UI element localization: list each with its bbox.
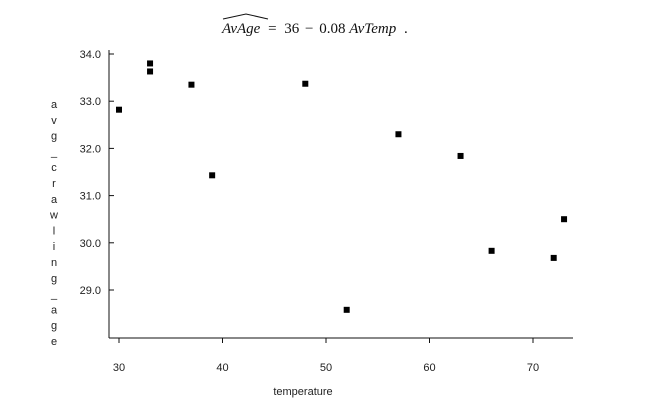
y-axis-title-char: g [51, 131, 57, 143]
y-axis-title-char: i [53, 241, 55, 253]
y-tick-label: 34.0 [80, 49, 101, 61]
x-tick-label: 50 [320, 362, 332, 374]
x-axis-title: temperature [273, 386, 332, 398]
data-point [188, 81, 195, 88]
y-tick-label: 33.0 [80, 96, 101, 108]
x-axis-ticks: 30 40 50 60 70 [113, 338, 539, 374]
data-point [561, 216, 568, 223]
y-axis-title-char: v [51, 115, 57, 127]
x-tick-label: 60 [423, 362, 435, 374]
data-point [116, 106, 122, 113]
title-slope: 0.08 [319, 21, 345, 37]
y-axis-title-char: n [51, 257, 57, 269]
y-axis-title-char: w [49, 210, 58, 222]
data-point [209, 172, 216, 179]
y-axis-title-char: r [52, 178, 56, 190]
x-tick-label: 30 [113, 362, 125, 374]
y-axis-title-char: l [53, 225, 55, 237]
y-axis-title-char: a [51, 194, 58, 206]
y-tick-label: 32.0 [80, 143, 101, 155]
data-point [302, 80, 309, 87]
y-axis-title-char: e [51, 336, 57, 348]
y-axis-ticks: 29.0 30.0 31.0 32.0 33.0 34.0 [80, 49, 114, 297]
data-points [116, 60, 568, 313]
data-point [550, 254, 557, 261]
y-axis-title-char: g [51, 273, 57, 285]
title-intercept: 36 [284, 21, 300, 37]
y-axis-title-char: _ [50, 289, 58, 301]
title-variable: AvTemp [348, 21, 396, 37]
y-tick-label: 30.0 [80, 238, 101, 250]
y-tick-label: 29.0 [80, 285, 101, 297]
title-period: . [404, 21, 408, 37]
title-lhs: AvAge [221, 21, 261, 37]
data-point [395, 131, 402, 138]
chart-title: AvAge = 36 − 0.08 AvTemp . [221, 21, 408, 37]
data-point [457, 152, 464, 159]
data-point [488, 247, 495, 254]
data-point [343, 306, 350, 313]
y-axis-title-char: c [51, 162, 57, 174]
y-tick-label: 31.0 [80, 191, 101, 203]
title-hat [222, 13, 269, 20]
data-point [147, 60, 154, 67]
x-tick-label: 70 [527, 362, 539, 374]
title-equals: = [268, 21, 276, 37]
x-tick-label: 40 [216, 362, 228, 374]
y-axis-title-char: g [51, 320, 57, 332]
y-axis-title-char: a [51, 304, 58, 316]
title-minus: − [305, 21, 313, 37]
data-point [147, 68, 154, 75]
y-axis-title-char: _ [50, 146, 58, 158]
y-axis-title-char: a [51, 99, 58, 111]
